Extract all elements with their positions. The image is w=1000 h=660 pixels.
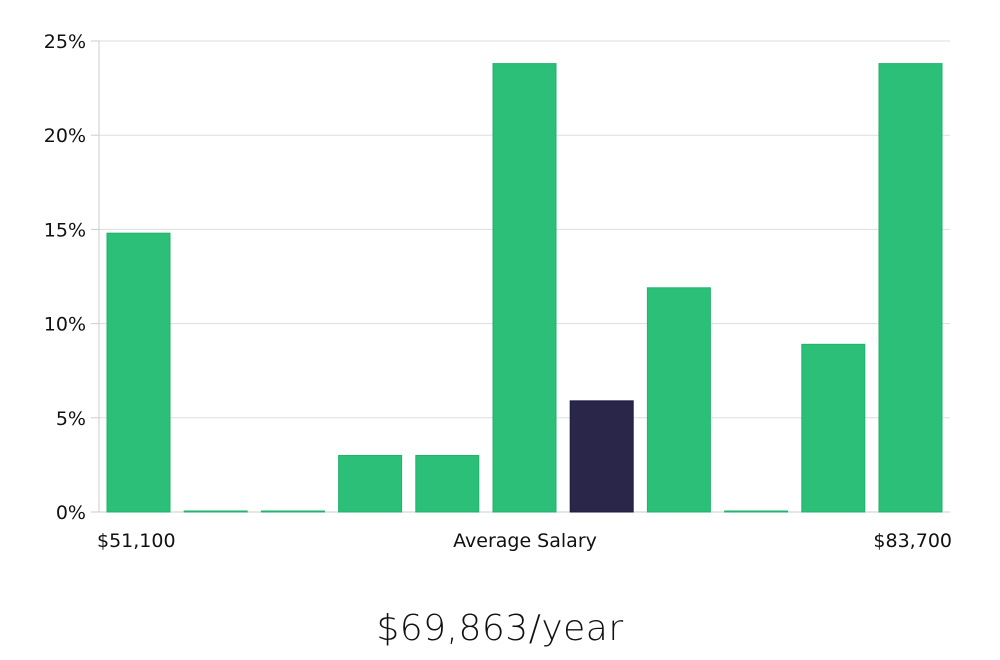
y-axis-ticks: 0% 5% 10% 15% 20% 25% xyxy=(44,31,99,524)
bar xyxy=(183,510,248,513)
bar xyxy=(801,343,866,513)
bar xyxy=(492,63,557,513)
y-tick-label: 25% xyxy=(44,31,86,53)
bar xyxy=(878,63,943,513)
bar-highlighted xyxy=(569,400,634,513)
bar xyxy=(106,232,171,513)
average-salary-value: $69,863/year xyxy=(376,608,624,649)
x-center-label: Average Salary xyxy=(453,530,597,552)
x-min-label: $51,100 xyxy=(97,530,176,552)
bar xyxy=(724,510,789,513)
y-tick-label: 0% xyxy=(56,502,86,524)
bar xyxy=(338,454,403,513)
y-tick-label: 10% xyxy=(44,314,86,336)
bar xyxy=(646,287,711,513)
y-tick-label: 5% xyxy=(56,408,86,430)
x-max-label: $83,700 xyxy=(873,530,952,552)
bar xyxy=(260,510,325,513)
y-tick-label: 20% xyxy=(44,125,86,147)
bars xyxy=(106,63,943,513)
bar xyxy=(415,454,480,513)
salary-distribution-chart: 0%5%10%15%20%25% $51,100 Average Salary … xyxy=(44,31,952,552)
y-tick-label: 15% xyxy=(44,219,86,241)
